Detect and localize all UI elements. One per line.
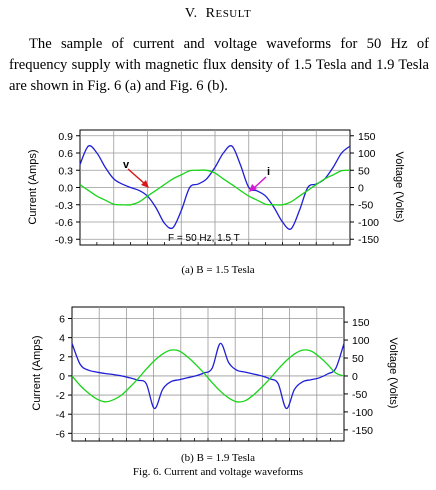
chart-a-left-axis-label: Current (Amps) (27, 149, 39, 224)
annotation-i: i (267, 166, 270, 178)
chart-b-left-axis-label: Current (Amps) (31, 335, 43, 410)
right-tick-label: 0 (358, 183, 364, 195)
subfigure-caption-b: (b) B = 1.9 Tesla (181, 452, 255, 464)
annotation-v: v (123, 159, 130, 171)
left-tick-label: 0.3 (58, 165, 73, 177)
left-tick-label: 0.0 (58, 183, 73, 195)
left-tick-label: -0.6 (55, 217, 73, 229)
right-tick-label: -50 (352, 389, 367, 401)
chart-a-right-axis-label: Voltage (Volts) (393, 152, 405, 223)
right-tick-label: 0 (352, 371, 358, 383)
annotation-frequency: F = 50 Hz, 1.5 T (168, 233, 240, 244)
current-waveform-line (79, 145, 351, 230)
left-tick-label: 6 (59, 313, 65, 325)
chart-a: 0.9 0.6 0.3 0.0 -0.3 -0.6 -0.9 150 100 50 0 -50 -100… (27, 129, 405, 246)
left-tick-label: 0.9 (58, 131, 73, 143)
voltage-waveform-line (79, 169, 351, 206)
left-tick-label: -6 (56, 428, 65, 440)
annotation-i-arrowhead (249, 184, 257, 192)
result-paragraph: The sample of current and voltage wavefo… (9, 36, 429, 94)
right-tick-label: 100 (352, 335, 370, 347)
section-title-rest: ESULT (215, 8, 252, 20)
right-tick-label: 150 (358, 131, 376, 143)
annotation-v-arrowhead (141, 180, 149, 188)
right-tick-label: -100 (352, 407, 373, 419)
left-tick-label: 0.6 (58, 148, 73, 160)
left-tick-label: -4 (56, 409, 65, 421)
left-tick-label: 2 (59, 352, 65, 364)
right-tick-label: 150 (352, 317, 370, 329)
voltage-waveform-line (71, 349, 345, 403)
chart-b-right-axis-label: Voltage (Volts) (387, 338, 399, 409)
section-title-first: R (205, 6, 216, 21)
right-tick-label: -150 (352, 425, 373, 437)
right-tick-label: 50 (358, 165, 370, 177)
left-tick-label: 4 (59, 333, 65, 345)
section-heading: V. RESULT (0, 6, 436, 22)
section-number: V. (184, 6, 198, 21)
right-tick-label: 50 (352, 353, 364, 365)
current-waveform-line (71, 342, 345, 410)
annotation-i-arrow (253, 176, 267, 189)
right-tick-label: -100 (358, 217, 379, 229)
left-tick-label: 0 (59, 371, 65, 383)
chart-b: 6 4 2 0 -2 -4 -6 150 100 50 0 -50 -100 -150 Current (… (31, 306, 399, 442)
left-tick-label: -2 (56, 390, 65, 402)
figure-caption: Fig. 6. Current and voltage waveforms (132, 466, 304, 478)
right-tick-label: -50 (358, 200, 373, 212)
right-tick-label: 100 (358, 148, 376, 160)
subfigure-caption-a: (a) B = 1.5 Tesla (181, 264, 255, 276)
right-tick-label: -150 (358, 234, 379, 246)
left-tick-label: -0.9 (55, 234, 73, 246)
annotation-v-arrow (127, 168, 146, 185)
left-tick-label: -0.3 (55, 200, 73, 212)
